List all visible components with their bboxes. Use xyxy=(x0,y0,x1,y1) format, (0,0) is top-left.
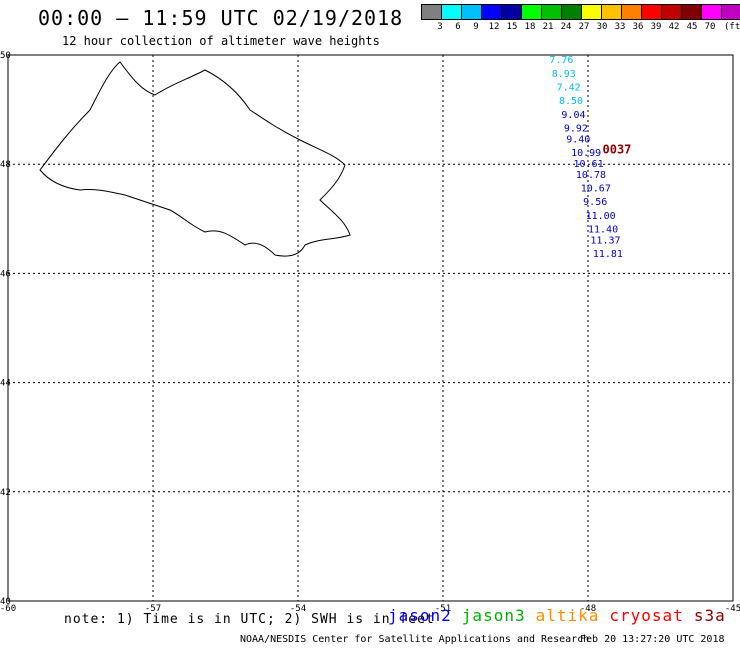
color-scale-swatch xyxy=(461,4,482,20)
wave-height-label: 10.78 xyxy=(576,170,606,181)
wave-height-label: 11.00 xyxy=(586,211,616,222)
newfoundland-coastline xyxy=(39,61,351,257)
wave-height-label: 7.42 xyxy=(557,82,581,93)
page-subtitle: 12 hour collection of altimeter wave hei… xyxy=(62,34,380,48)
color-scale-label: 30 xyxy=(596,22,608,32)
wave-observation-points: 7.768.937.428.509.049.929.4010.9910.6110… xyxy=(549,55,623,260)
color-scale-label: 39 xyxy=(650,22,662,32)
color-scale-label: 45 xyxy=(686,22,698,32)
legend-s3a: s3a xyxy=(693,606,726,625)
wave-height-label: 10.61 xyxy=(574,159,604,170)
color-scale-label: 27 xyxy=(578,22,590,32)
color-scale-swatch xyxy=(561,4,582,20)
color-scale-swatch xyxy=(681,4,702,20)
wave-height-label: 9.04 xyxy=(561,110,585,121)
track-time-labels: 0037 xyxy=(603,142,632,156)
legend-jason3: jason3 xyxy=(461,606,526,625)
x-tick-label: -45 xyxy=(725,604,740,614)
legend-altika: altika xyxy=(535,606,600,625)
x-tick-label: -48 xyxy=(580,604,596,614)
x-tick-label: -54 xyxy=(290,604,306,614)
color-scale-label: 12 xyxy=(488,22,500,32)
color-scale-swatch xyxy=(421,4,442,20)
wave-height-label: 11.40 xyxy=(588,224,618,235)
y-tick-label: 44 xyxy=(0,379,11,389)
color-scale-swatch xyxy=(501,4,522,20)
color-scale-swatch xyxy=(541,4,562,20)
wave-height-label: 7.76 xyxy=(549,55,573,66)
grid-lines xyxy=(8,55,733,601)
y-tick-label: 40 xyxy=(0,597,11,607)
y-tick-label: 46 xyxy=(0,269,11,279)
color-scale-swatch xyxy=(641,4,662,20)
wave-height-label: 8.93 xyxy=(552,69,576,80)
page-title: 00:00 – 11:59 UTC 02/19/2018 xyxy=(38,6,404,30)
wave-height-label: 11.81 xyxy=(593,249,623,260)
color-scale-bar xyxy=(421,4,740,20)
wave-height-label: 10.99 xyxy=(571,148,601,159)
color-scale-unit: (ft) xyxy=(724,22,740,32)
color-scale-label: 18 xyxy=(524,22,536,32)
color-scale-swatch xyxy=(521,4,542,20)
color-scale-label: 21 xyxy=(542,22,554,32)
wave-height-label: 10.67 xyxy=(581,184,611,195)
color-scale-swatch xyxy=(601,4,622,20)
color-scale-label: 33 xyxy=(614,22,626,32)
color-scale-swatch xyxy=(441,4,462,20)
x-tick-label: -60 xyxy=(0,604,16,614)
color-scale-swatch xyxy=(721,4,740,20)
color-scale-label: 36 xyxy=(632,22,644,32)
map-frame xyxy=(7,54,734,602)
generation-timestamp: Feb 20 13:27:20 UTC 2018 xyxy=(580,634,725,645)
color-scale-swatch xyxy=(701,4,722,20)
credits: NOAA/NESDIS Center for Satellite Applica… xyxy=(240,634,590,645)
wave-height-label: 9.92 xyxy=(564,123,588,134)
x-tick-label: -51 xyxy=(435,604,451,614)
legend-cryosat: cryosat xyxy=(609,606,684,625)
y-tick-label: 48 xyxy=(0,160,11,170)
pass-time-label: 0037 xyxy=(603,142,632,156)
wave-height-label: 8.50 xyxy=(559,96,583,107)
color-scale-label: 24 xyxy=(560,22,572,32)
color-scale-label: 3 xyxy=(437,22,443,32)
wave-height-label: 11.37 xyxy=(590,235,620,246)
wave-height-label: 9.56 xyxy=(583,197,607,208)
color-scale-label: 9 xyxy=(473,22,479,32)
y-tick-label: 42 xyxy=(0,488,11,498)
axis-tick-labels: -60 -57 -54 -51 -48 -45 50 48 46 44 42 40 xyxy=(0,51,740,614)
color-scale-swatch xyxy=(581,4,602,20)
color-scale-label: 42 xyxy=(668,22,680,32)
satellite-legend: jason2 jason3 altika cryosat s3a xyxy=(388,606,726,625)
footer-note: note: 1) Time is in UTC; 2) SWH is in fe… xyxy=(64,612,435,627)
color-scale-label: 15 xyxy=(506,22,518,32)
color-scale-label: 70 xyxy=(704,22,716,32)
color-scale-swatch xyxy=(621,4,642,20)
color-scale-swatch xyxy=(481,4,502,20)
x-tick-label: -57 xyxy=(145,604,161,614)
color-scale-swatch xyxy=(661,4,682,20)
wave-height-label: 9.40 xyxy=(566,134,590,145)
y-tick-label: 50 xyxy=(0,51,11,61)
color-scale-label: 6 xyxy=(455,22,461,32)
legend-jason2: jason2 xyxy=(388,606,452,625)
